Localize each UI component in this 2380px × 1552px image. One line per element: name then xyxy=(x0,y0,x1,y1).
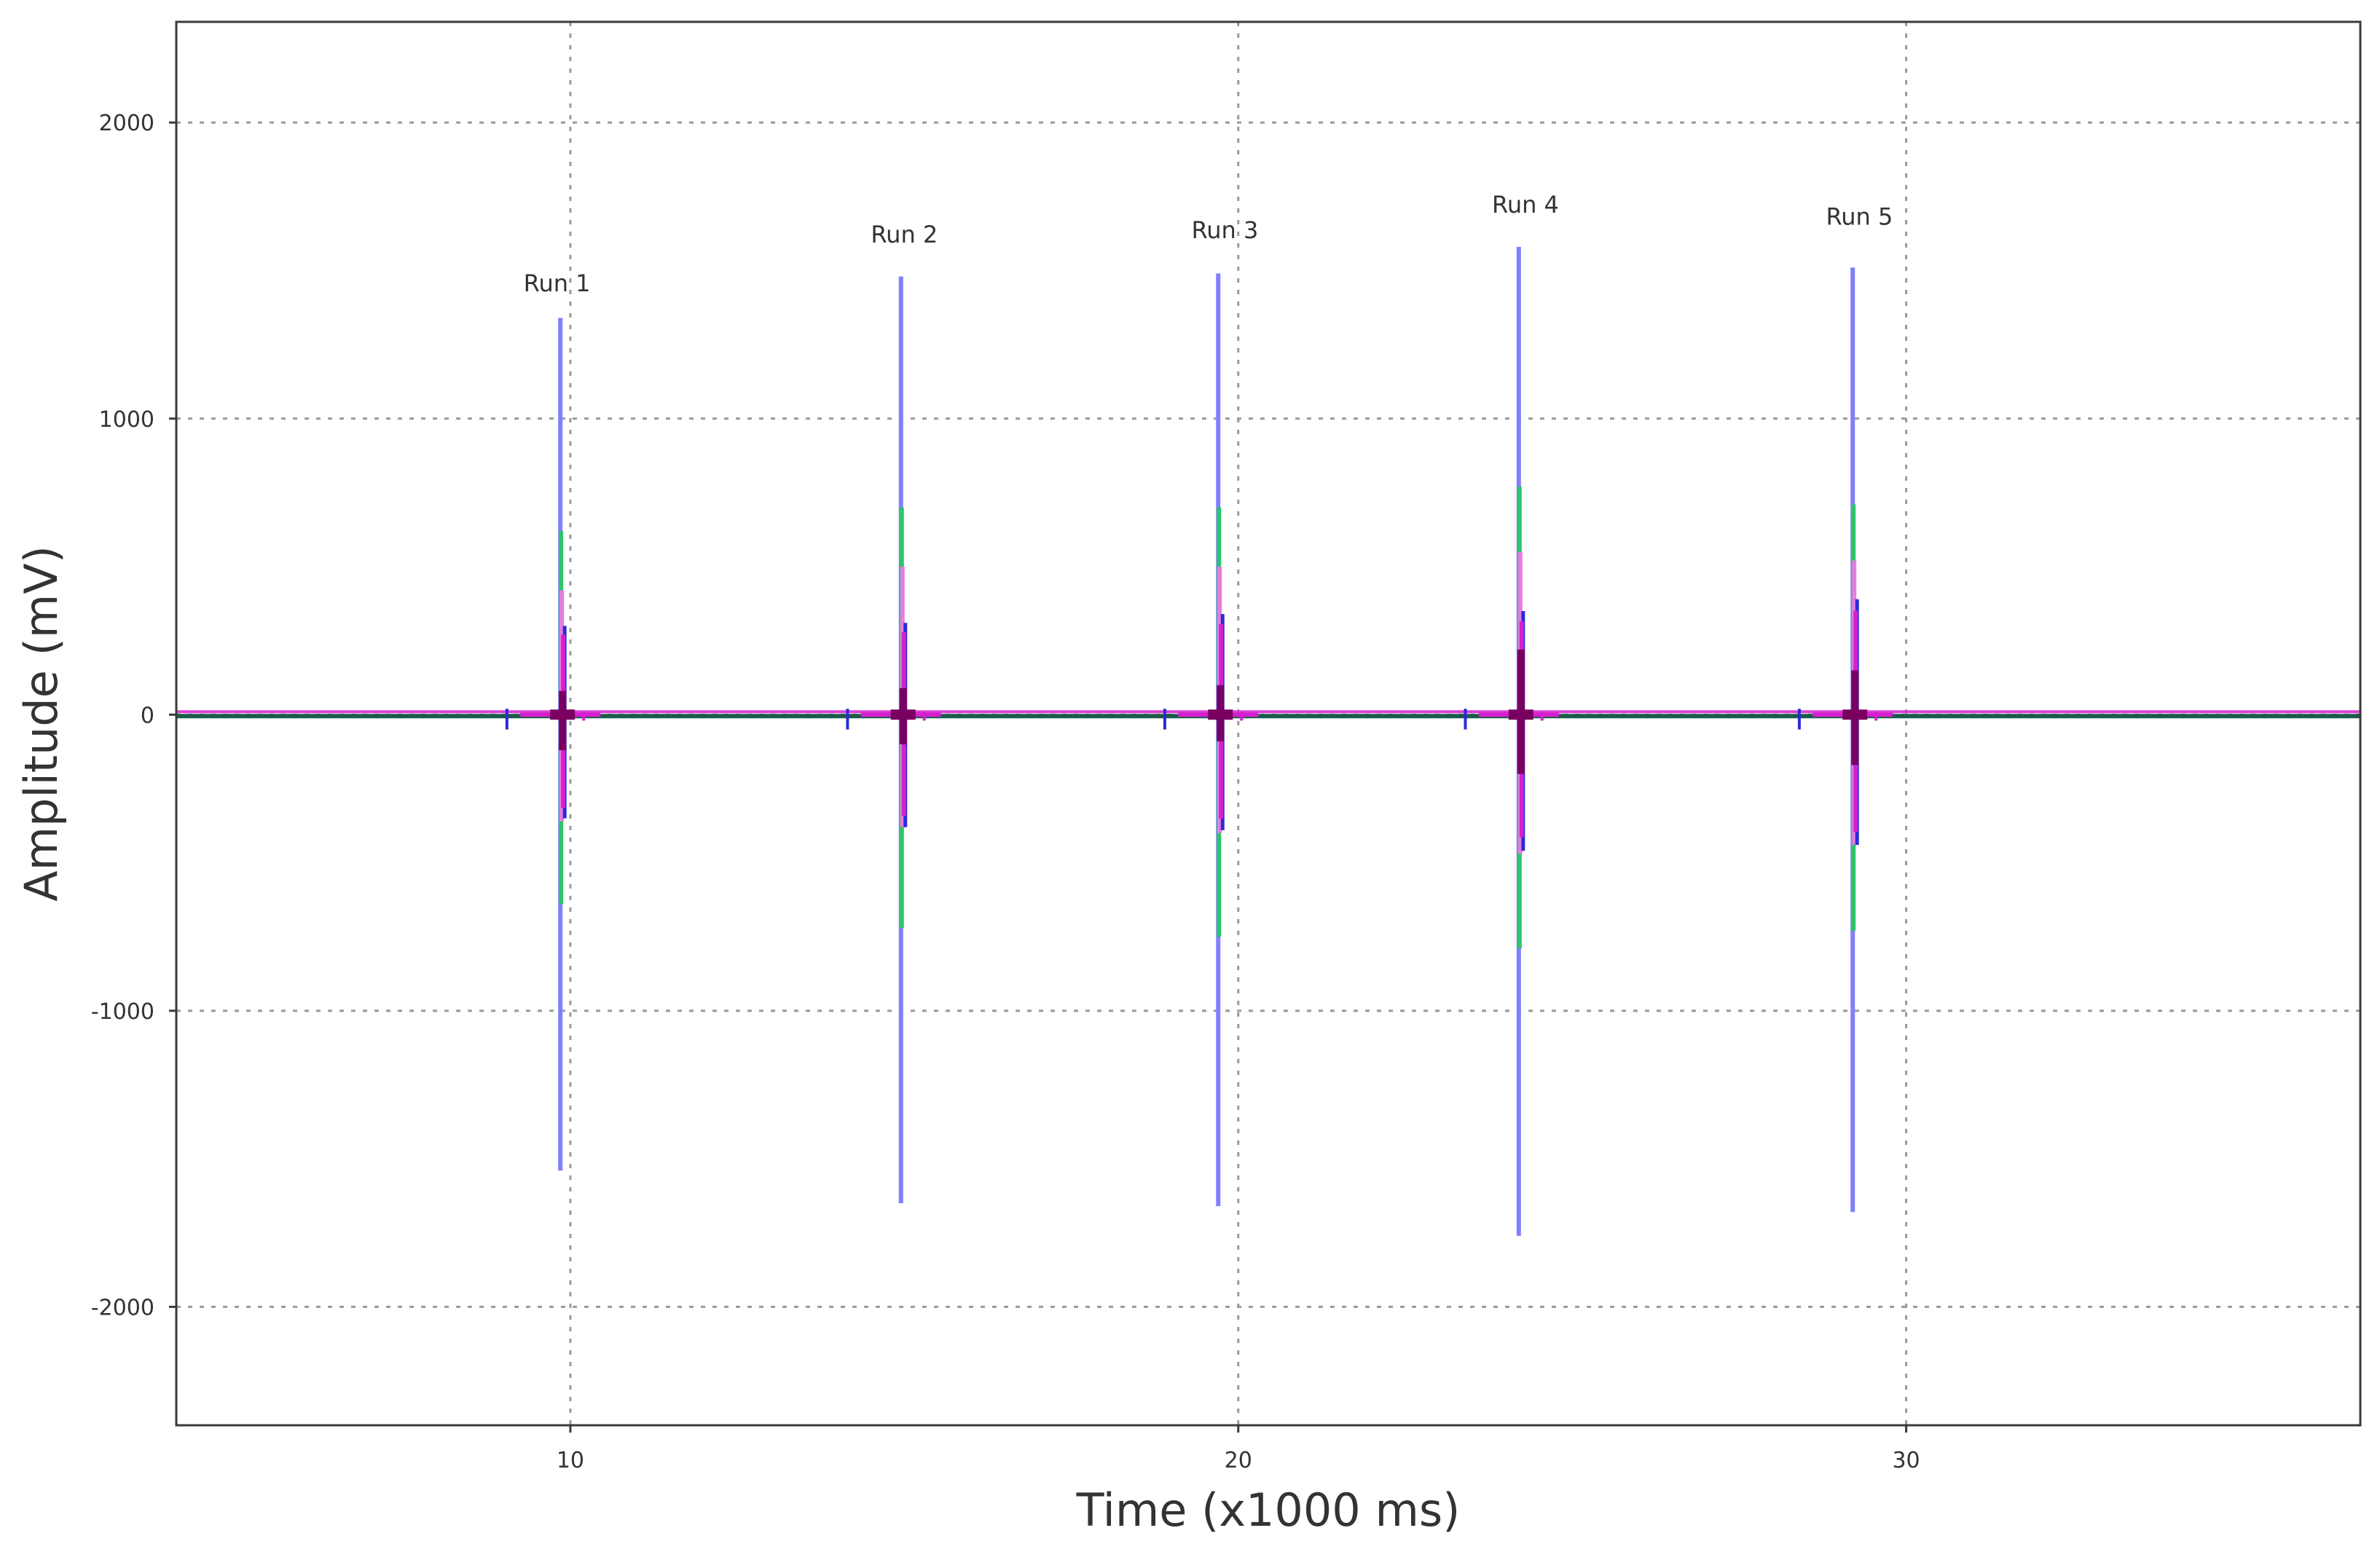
run-label: Run 4 xyxy=(1492,191,1559,218)
y-tick-label: -1000 xyxy=(91,999,154,1025)
tick-layer: 10 20 30 2000 1000 0 -1000 -2000 xyxy=(91,111,1920,1473)
x-tick-label: 20 xyxy=(1225,1448,1252,1473)
y-tick-label: 0 xyxy=(141,703,154,728)
x-tick-label: 10 xyxy=(557,1448,584,1473)
trace-layer xyxy=(176,246,2360,1236)
x-tick-label: 30 xyxy=(1892,1448,1920,1473)
run-label: Run 2 xyxy=(871,221,938,248)
y-axis-label: Amplitude (mV) xyxy=(15,545,68,902)
y-tick-label: 1000 xyxy=(99,407,154,433)
y-tick-label: -2000 xyxy=(91,1295,154,1320)
run-label: Run 1 xyxy=(524,269,591,297)
annotation-layer: Run 1 Run 2 Run 3 Run 4 Run 5 xyxy=(524,191,1893,297)
y-tick-label: 2000 xyxy=(99,111,154,136)
plot-frame xyxy=(175,20,2362,1427)
run-label: Run 5 xyxy=(1826,202,1893,230)
run-label: Run 3 xyxy=(1191,216,1258,244)
x-axis-label: Time (x1000 ms) xyxy=(1076,1484,1461,1537)
